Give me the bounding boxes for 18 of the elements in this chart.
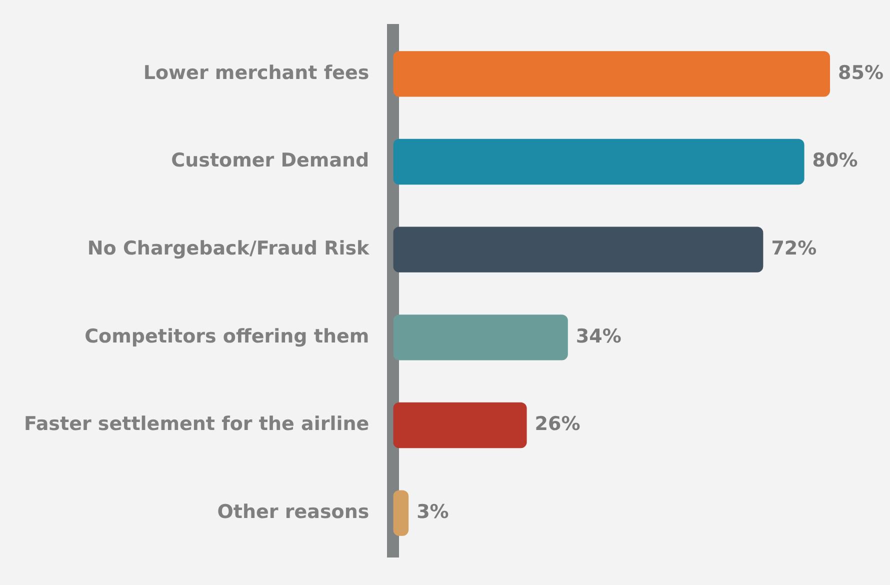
y-tick-label: Lower merchant fees — [143, 62, 370, 84]
y-tick-label: Customer Demand — [171, 150, 370, 172]
y-tick-label: Other reasons — [217, 501, 370, 524]
y-tick-label: No Chargeback/Fraud Risk — [87, 238, 370, 260]
bar — [393, 402, 527, 448]
bar — [393, 51, 830, 97]
bar — [393, 490, 409, 536]
bar — [393, 226, 764, 272]
data-label: 26% — [534, 413, 580, 436]
y-tick-label: Faster settlement for the airline — [24, 413, 370, 436]
bar — [393, 138, 804, 185]
data-label: 85% — [838, 62, 884, 84]
data-label: 3% — [416, 501, 449, 524]
bar — [393, 314, 568, 360]
data-label: 80% — [812, 150, 858, 172]
y-tick-label: Competitors offering them — [84, 325, 370, 348]
data-label: 72% — [771, 238, 817, 260]
data-label: 34% — [576, 325, 622, 348]
